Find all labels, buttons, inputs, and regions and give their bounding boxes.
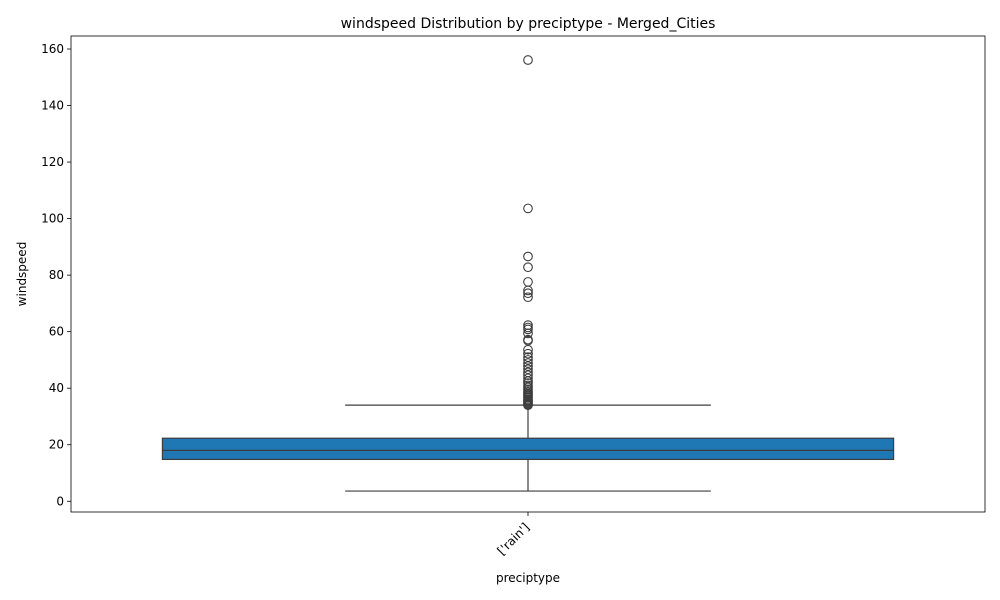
outlier-point [523,277,533,287]
x-axis: ['rain'] [495,512,533,558]
outlier-point [523,320,533,331]
y-tick-label: 140 [41,99,64,113]
outlier-point [523,364,533,375]
y-tick-label: 40 [49,381,64,395]
outlier-point [523,367,533,378]
y-tick-label: 160 [41,42,64,56]
outlier-point [523,322,533,333]
y-tick-label: 20 [49,438,64,452]
y-axis: 0 20 40 60 80 100 120 140 160 [41,42,71,508]
y-tick-label: 100 [41,212,64,226]
outlier-point [523,380,533,391]
outlier-point [523,55,533,65]
outlier-point [523,262,533,273]
box-group [161,55,895,492]
x-axis-label: preciptype [496,571,560,585]
outlier-point [523,203,533,214]
outlier-point [523,358,533,368]
y-tick-label: 60 [49,325,64,339]
outlier-point [523,292,533,303]
iqr-box [161,437,895,461]
outlier-point [523,355,533,365]
outlier-point [523,348,533,359]
outlier-point [523,251,533,262]
outlier-point [523,288,533,299]
y-tick-label: 80 [49,268,64,282]
outlier-point [523,334,533,345]
outlier-point [523,352,533,362]
x-tick-label: ['rain'] [495,520,533,558]
y-axis-label: windspeed [15,242,29,307]
chart-title: windspeed Distribution by preciptype - M… [341,16,716,32]
y-tick-label: 120 [41,155,64,169]
y-tick-label: 0 [56,494,64,508]
